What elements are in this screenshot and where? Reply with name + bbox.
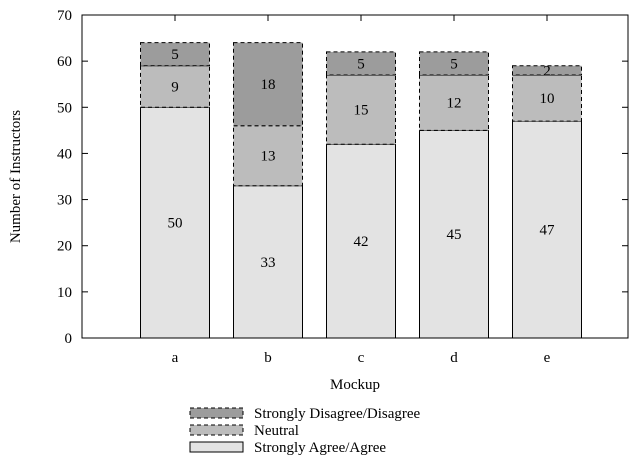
bar-segment-a-0 [140, 106, 210, 339]
x-tick-label: d [450, 350, 458, 366]
x-axis-label: Mockup [330, 377, 380, 393]
data-label: 9 [171, 80, 179, 96]
bar-segment-d-1 [419, 74, 489, 131]
bar-segment-c-1 [326, 74, 396, 145]
bar-segment-a-1 [140, 65, 210, 108]
y-tick-label: 0 [65, 331, 73, 347]
y-tick-label: 50 [57, 100, 72, 116]
ticks-layer: 0 10 20 30 40 50 60 70 a b c d e [57, 8, 628, 366]
bar-segment-c-0 [326, 143, 396, 339]
bar-segment-a-2 [140, 42, 210, 67]
legend-swatch [189, 407, 244, 419]
bar-segment-b-2 [233, 42, 303, 127]
legend-swatch [189, 441, 244, 453]
y-axis-label: Number of Instructors [8, 110, 24, 243]
bar-segment-d-2 [419, 51, 489, 76]
data-label: 10 [540, 91, 555, 107]
plot-frame [81, 14, 629, 339]
data-label: 47 [540, 223, 556, 239]
data-label: 5 [450, 56, 458, 72]
data-label: 5 [171, 47, 179, 63]
data-label: 42 [354, 234, 369, 250]
bar-segment-e-1 [512, 74, 582, 122]
legend-swatch [189, 424, 244, 436]
legend: Strongly Disagree/DisagreeNeutralStrongl… [189, 406, 421, 456]
y-tick-label: 30 [57, 193, 72, 209]
legend-label: Strongly Disagree/Disagree [254, 406, 421, 422]
bar-segment-c-2 [326, 51, 396, 76]
data-label: 2 [543, 63, 551, 79]
y-tick-label: 70 [57, 8, 72, 24]
data-label: 5 [357, 56, 365, 72]
legend-label: Neutral [254, 423, 299, 439]
x-tick-label: a [172, 350, 179, 366]
data-label: 12 [447, 96, 462, 112]
data-label: 33 [261, 255, 276, 271]
bar-segment-e-2 [512, 65, 582, 76]
x-tick-label: b [264, 350, 272, 366]
x-tick-label: c [358, 350, 365, 366]
y-tick-label: 10 [57, 285, 72, 301]
bar-segment-b-0 [233, 185, 303, 339]
x-tick-label: e [544, 350, 551, 366]
y-tick-label: 20 [57, 239, 72, 255]
data-label: 15 [354, 103, 369, 119]
y-tick-label: 60 [57, 54, 72, 70]
data-label: 18 [261, 77, 276, 93]
data-label: 50 [168, 216, 183, 232]
bar-segment-d-0 [419, 129, 489, 339]
bar-segment-e-0 [512, 120, 582, 339]
legend-label: Strongly Agree/Agree [254, 440, 386, 456]
bars-layer: 50 9 5 33 13 18 42 15 5 45 12 5 47 10 2 [140, 42, 582, 339]
data-label: 13 [261, 149, 276, 165]
y-tick-label: 40 [57, 146, 72, 162]
data-label: 45 [447, 227, 462, 243]
bar-segment-b-1 [233, 125, 303, 187]
